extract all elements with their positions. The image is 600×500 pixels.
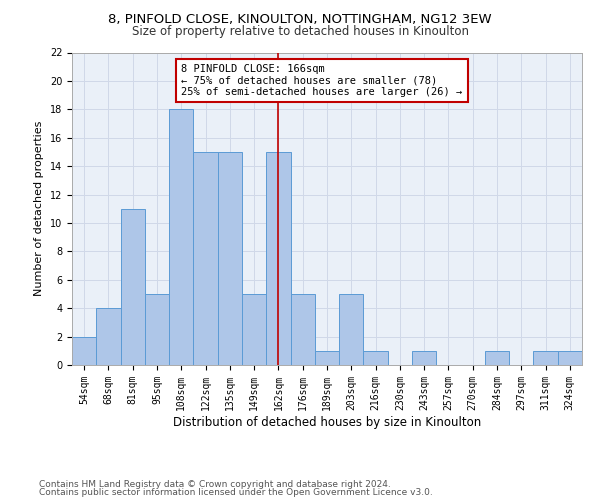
Bar: [242, 294, 266, 365]
Text: Contains public sector information licensed under the Open Government Licence v3: Contains public sector information licen…: [39, 488, 433, 497]
Bar: [364, 351, 388, 365]
Y-axis label: Number of detached properties: Number of detached properties: [34, 121, 44, 296]
Bar: [96, 308, 121, 365]
Bar: [412, 351, 436, 365]
Bar: [315, 351, 339, 365]
Bar: [218, 152, 242, 365]
Text: Size of property relative to detached houses in Kinoulton: Size of property relative to detached ho…: [131, 25, 469, 38]
Bar: [145, 294, 169, 365]
Bar: [169, 110, 193, 365]
Bar: [266, 152, 290, 365]
Bar: [72, 336, 96, 365]
Text: 8, PINFOLD CLOSE, KINOULTON, NOTTINGHAM, NG12 3EW: 8, PINFOLD CLOSE, KINOULTON, NOTTINGHAM,…: [108, 12, 492, 26]
Text: 8 PINFOLD CLOSE: 166sqm
← 75% of detached houses are smaller (78)
25% of semi-de: 8 PINFOLD CLOSE: 166sqm ← 75% of detache…: [181, 64, 463, 97]
Bar: [339, 294, 364, 365]
Bar: [290, 294, 315, 365]
Bar: [121, 209, 145, 365]
Bar: [193, 152, 218, 365]
Bar: [533, 351, 558, 365]
Text: Contains HM Land Registry data © Crown copyright and database right 2024.: Contains HM Land Registry data © Crown c…: [39, 480, 391, 489]
Bar: [485, 351, 509, 365]
X-axis label: Distribution of detached houses by size in Kinoulton: Distribution of detached houses by size …: [173, 416, 481, 428]
Bar: [558, 351, 582, 365]
